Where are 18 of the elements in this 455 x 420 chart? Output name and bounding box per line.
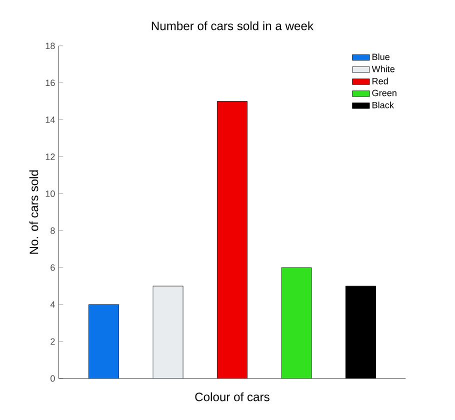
y-axis-title: No. of cars sold (29, 170, 38, 254)
y-tick-label: 12 (46, 154, 55, 160)
x-axis-title: Colour of cars (195, 392, 270, 402)
chart-title: Number of cars sold in a week (152, 21, 314, 30)
legend-label: Red (372, 78, 388, 84)
y-tick-label: 4 (50, 301, 55, 308)
y-tick-label: 0 (50, 375, 55, 382)
legend-label: Black (372, 102, 394, 108)
legend-label: Blue (372, 53, 390, 60)
y-tick-label: 10 (46, 190, 55, 197)
legend-label: White (372, 66, 395, 72)
legend-label: Green (372, 90, 396, 96)
y-tick-label: 6 (50, 264, 55, 271)
y-tick-label: 2 (50, 338, 55, 345)
y-tick-label: 14 (46, 116, 55, 123)
y-tick-label: 8 (50, 227, 55, 234)
y-tick-label: 16 (46, 80, 55, 86)
y-tick-label: 18 (46, 42, 55, 50)
